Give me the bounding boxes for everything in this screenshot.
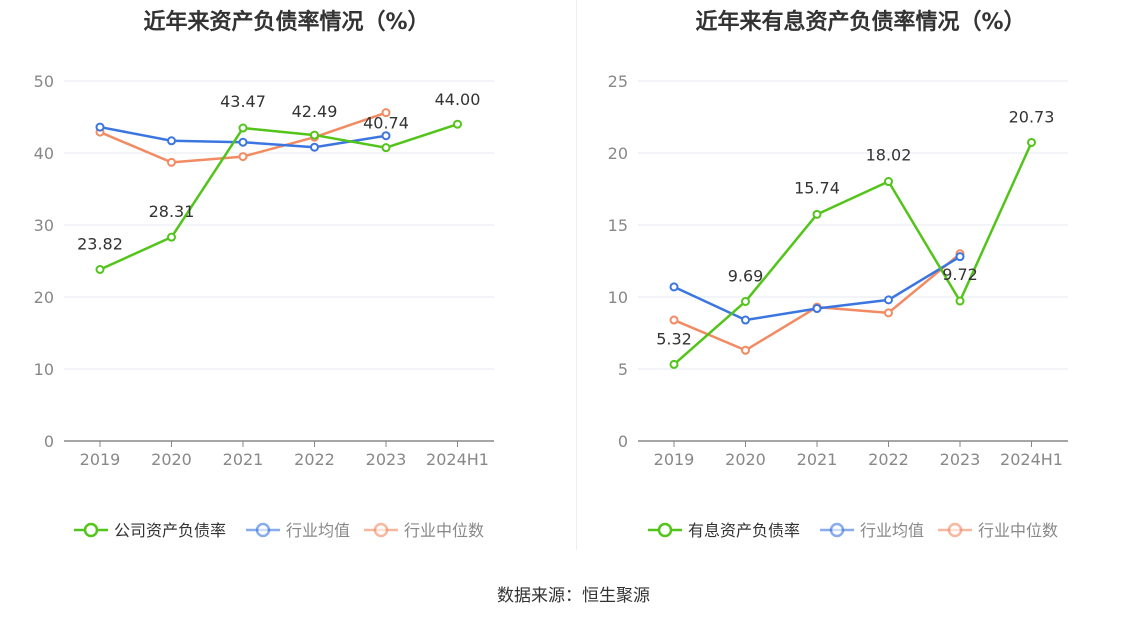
legend-label: 公司资产负债率 bbox=[114, 521, 226, 540]
data-point-avg bbox=[884, 295, 893, 305]
legend-label: 行业均值 bbox=[860, 521, 924, 540]
data-point-avg bbox=[238, 137, 248, 147]
data-point-main bbox=[167, 232, 176, 242]
y-tick-label: 50 bbox=[34, 72, 54, 91]
data-point-main bbox=[453, 119, 462, 129]
x-tick-label: 2022 bbox=[294, 450, 335, 469]
legend-marker bbox=[373, 522, 389, 538]
data-label: 44.00 bbox=[435, 90, 481, 109]
data-point-avg bbox=[812, 304, 822, 314]
x-tick-label: 2022 bbox=[868, 450, 909, 469]
data-label: 9.69 bbox=[728, 266, 764, 285]
y-tick-label: 10 bbox=[608, 288, 628, 307]
data-point-main bbox=[669, 359, 679, 369]
y-tick-label: 30 bbox=[34, 216, 54, 235]
data-point-median bbox=[238, 152, 248, 162]
chart-svg: 0 10 20 30 40 50 2019 2020 2021 2022 2023 2024H1 23.… bbox=[34, 72, 494, 540]
legend-item: 行业均值 bbox=[820, 521, 924, 540]
data-label: 28.31 bbox=[149, 202, 195, 221]
series-line-main bbox=[99, 123, 458, 271]
x-tick-label: 2024H1 bbox=[426, 450, 489, 469]
data-point-main bbox=[310, 130, 319, 140]
legend-marker bbox=[657, 522, 673, 538]
data-point-avg bbox=[955, 252, 965, 262]
legend-item: 行业均值 bbox=[246, 521, 350, 540]
legend-marker bbox=[947, 522, 963, 538]
chart-svg: 0 5 10 15 20 25 2019 2020 2021 2022 2023 2024H1 5.32… bbox=[608, 72, 1068, 540]
legend-item: 行业中位数 bbox=[364, 521, 484, 540]
data-point-avg bbox=[669, 282, 679, 292]
legend-item: 行业中位数 bbox=[938, 521, 1058, 540]
chart-title: 近年来有息资产负债率情况（%） bbox=[695, 10, 1026, 35]
data-point-main bbox=[381, 143, 391, 153]
y-tick-label: 5 bbox=[618, 360, 628, 379]
data-label: 15.74 bbox=[794, 178, 840, 197]
data-point-main bbox=[95, 264, 105, 274]
data-point-avg bbox=[381, 131, 391, 141]
data-label: 18.02 bbox=[866, 146, 912, 165]
data-point-avg bbox=[310, 142, 319, 152]
x-tick-label: 2021 bbox=[223, 450, 264, 469]
data-label: 43.47 bbox=[220, 92, 266, 111]
legend-marker bbox=[255, 522, 271, 538]
chart-title: 近年来资产负债率情况（%） bbox=[143, 10, 430, 35]
data-point-main bbox=[1027, 137, 1036, 147]
data-point-median bbox=[167, 157, 176, 167]
x-tick-label: 2021 bbox=[797, 450, 838, 469]
y-tick-label: 40 bbox=[34, 144, 54, 163]
data-point-avg bbox=[95, 122, 105, 132]
data-label: 9.72 bbox=[942, 265, 978, 284]
y-tick-label: 0 bbox=[44, 432, 54, 451]
x-tick-label: 2020 bbox=[151, 450, 192, 469]
data-point-median bbox=[741, 345, 750, 355]
legend-label: 行业均值 bbox=[286, 521, 350, 540]
data-point-main bbox=[812, 209, 822, 219]
data-label: 23.82 bbox=[77, 234, 123, 253]
data-label: 42.49 bbox=[292, 102, 338, 121]
chart-panel-right: 近年来有息资产负债率情况（%） 0 5 10 15 20 25 2019 2020 2021 20… bbox=[574, 0, 1147, 560]
legend-item: 有息资产负债率 bbox=[648, 521, 800, 540]
y-tick-label: 20 bbox=[608, 144, 628, 163]
legend-marker bbox=[829, 522, 845, 538]
data-point-median bbox=[381, 108, 391, 118]
data-point-main bbox=[238, 123, 248, 133]
data-label: 40.74 bbox=[363, 114, 409, 133]
x-tick-label: 2024H1 bbox=[1000, 450, 1063, 469]
data-point-median bbox=[884, 308, 893, 318]
data-point-median bbox=[669, 315, 679, 325]
y-tick-label: 15 bbox=[608, 216, 628, 235]
x-tick-label: 2023 bbox=[366, 450, 407, 469]
data-label: 5.32 bbox=[656, 329, 692, 348]
data-point-avg bbox=[741, 315, 750, 325]
data-point-main bbox=[884, 177, 893, 187]
chart-panel-left: 近年来资产负债率情况（%） 0 10 20 30 40 50 2019 2020 2021 202… bbox=[0, 0, 573, 560]
panel-divider bbox=[576, 0, 577, 550]
x-tick-label: 2019 bbox=[654, 450, 695, 469]
y-tick-label: 25 bbox=[608, 72, 628, 91]
data-point-main bbox=[955, 296, 965, 306]
source-note: 数据来源：恒生聚源 bbox=[497, 586, 650, 606]
legend-label: 行业中位数 bbox=[978, 521, 1058, 540]
data-label: 20.73 bbox=[1009, 107, 1055, 126]
x-tick-label: 2019 bbox=[80, 450, 121, 469]
y-tick-label: 20 bbox=[34, 288, 54, 307]
data-point-avg bbox=[167, 136, 176, 146]
y-tick-label: 0 bbox=[618, 432, 628, 451]
x-tick-label: 2023 bbox=[940, 450, 981, 469]
series-line-median bbox=[673, 252, 961, 352]
legend-label: 有息资产负债率 bbox=[688, 521, 800, 540]
legend-label: 行业中位数 bbox=[404, 521, 484, 540]
y-tick-label: 10 bbox=[34, 360, 54, 379]
series-line-main bbox=[673, 141, 1033, 366]
x-tick-label: 2020 bbox=[725, 450, 766, 469]
legend-marker bbox=[83, 522, 99, 538]
legend-item: 公司资产负债率 bbox=[74, 521, 226, 540]
data-point-main bbox=[741, 296, 750, 306]
